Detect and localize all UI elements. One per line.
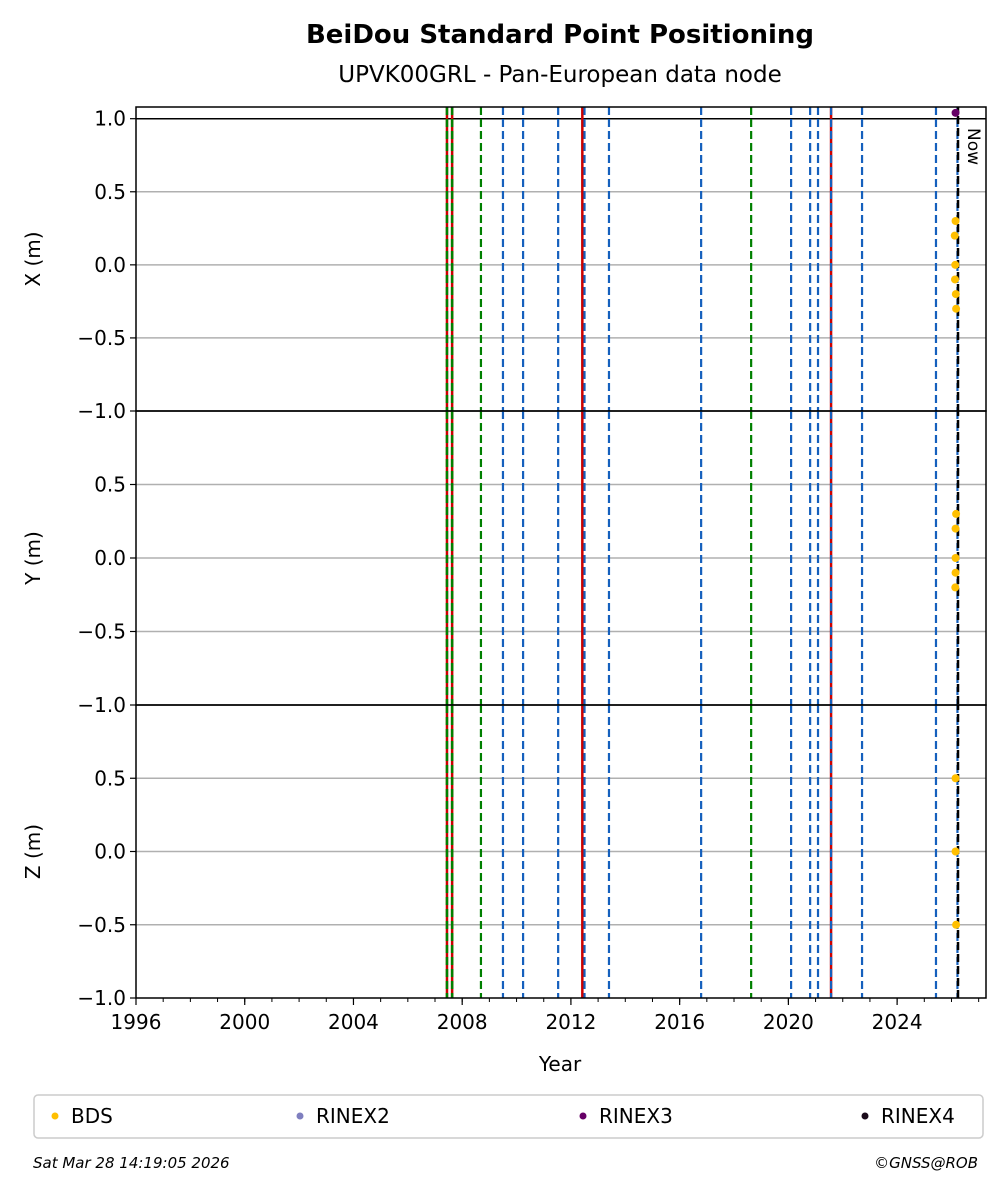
panel-frame: [135, 704, 987, 999]
legend-marker-bds: [51, 1112, 59, 1120]
legend-label-bds: BDS: [71, 1104, 113, 1128]
data-point-bds: [951, 554, 960, 562]
x-tick-label: 1996: [111, 1010, 162, 1034]
y-axis-label: X (m): [21, 231, 45, 286]
x-tick-label: 2012: [545, 1010, 596, 1034]
data-point-bds: [952, 920, 961, 929]
legend-marker-rinex4: [861, 1112, 869, 1120]
data-point-bds: [951, 568, 960, 577]
data-point-rinex3: [951, 108, 960, 117]
legend-marker-rinex3: [579, 1112, 587, 1120]
x-tick-label: 2020: [763, 1010, 814, 1034]
y-tick-label: −0.5: [77, 913, 126, 937]
data-point-bds: [952, 304, 961, 313]
x-tick-label: 2008: [437, 1010, 488, 1034]
y-tick-label: −1.0: [77, 399, 126, 423]
y-tick-label: 0.0: [94, 546, 126, 570]
data-point-bds: [951, 847, 960, 856]
data-point-bds: [951, 290, 960, 299]
y-axis-label: Y (m): [21, 531, 45, 586]
x-tick-label: 2004: [328, 1010, 379, 1034]
y-tick-label: 0.0: [94, 840, 126, 864]
data-point-bds: [951, 524, 960, 533]
x-tick-label: 2000: [219, 1010, 270, 1034]
legend-label-rinex4: RINEX4: [881, 1104, 955, 1128]
data-point-bds: [951, 260, 960, 269]
y-tick-label: 0.5: [94, 473, 126, 497]
data-point-bds: [951, 774, 960, 783]
y-tick-label: −0.5: [77, 326, 126, 350]
y-tick-label: 0.5: [94, 766, 126, 790]
panel-frame: [135, 106, 987, 412]
y-tick-label: 0.0: [94, 253, 126, 277]
y-tick-label: −0.5: [77, 620, 126, 644]
legend-box: [33, 1094, 984, 1139]
data-point-bds: [951, 217, 960, 225]
data-point-bds: [952, 509, 961, 518]
y-tick-label: −1.0: [77, 986, 126, 1010]
chart-subtitle: UPVK00GRL - Pan-European data node: [338, 62, 782, 88]
chart-title: BeiDou Standard Point Positioning: [306, 20, 814, 50]
data-point-bds: [950, 231, 959, 240]
data-point-bds: [951, 583, 960, 592]
y-tick-label: 1.0: [94, 107, 126, 131]
data-point-bds: [951, 275, 960, 284]
y-tick-label: 0.5: [94, 180, 126, 204]
legend-marker-rinex2: [296, 1112, 304, 1120]
y-axis-label: Z (m): [21, 824, 45, 879]
x-tick-label: 2024: [872, 1010, 923, 1034]
footer-copyright: ©GNSS@ROB: [874, 1154, 978, 1172]
footer-timestamp: Sat Mar 28 14:19:05 2026: [33, 1154, 230, 1172]
legend-label-rinex2: RINEX2: [316, 1104, 390, 1128]
y-tick-label: −1.0: [77, 693, 126, 717]
x-tick-label: 2016: [654, 1010, 705, 1034]
legend-label-rinex3: RINEX3: [599, 1104, 673, 1128]
x-axis-label: Year: [538, 1052, 582, 1076]
now-label: Now: [963, 128, 983, 165]
